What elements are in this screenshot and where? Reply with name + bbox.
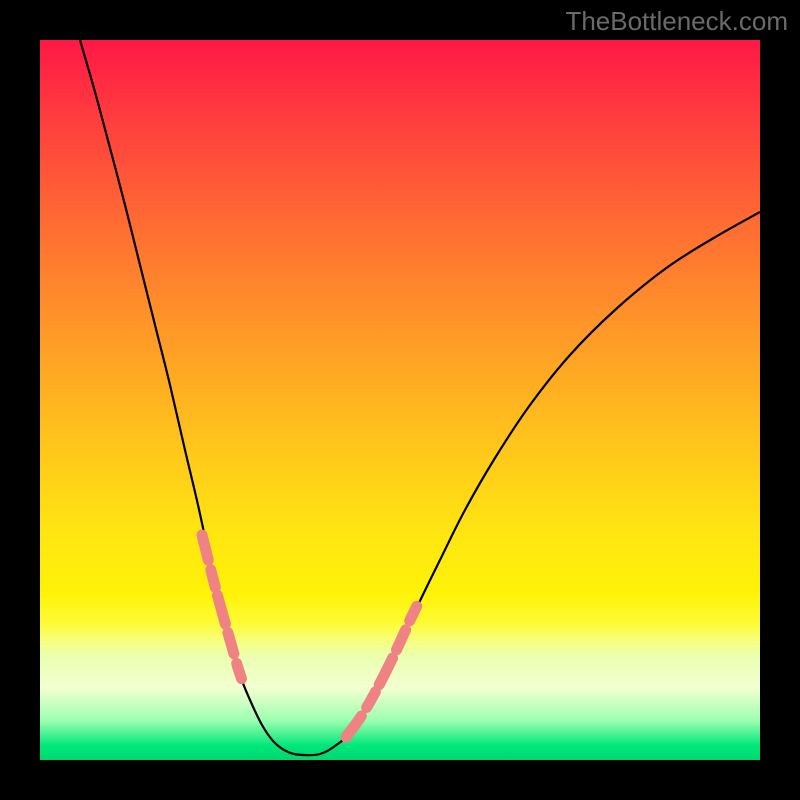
watermark-text: TheBottleneck.com	[565, 6, 788, 37]
bottleneck-chart	[40, 40, 760, 760]
